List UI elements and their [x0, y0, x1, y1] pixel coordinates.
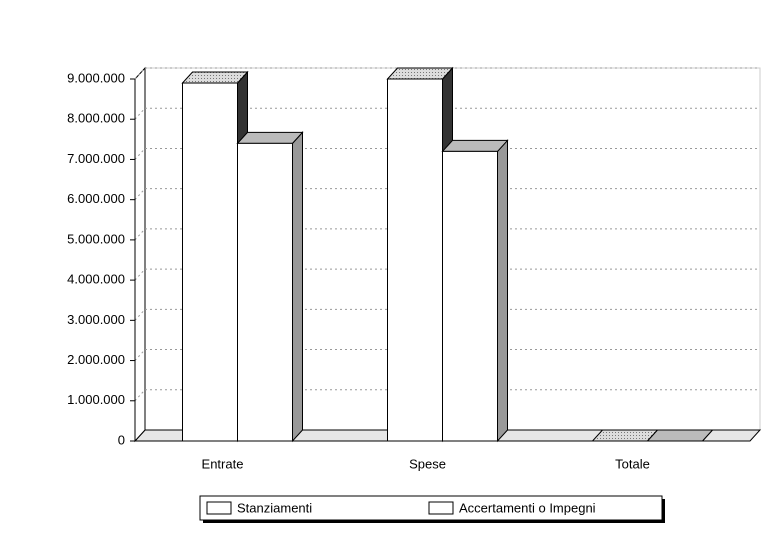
x-tick-label: Entrate	[202, 456, 244, 471]
y-tick-label: 2.000.000	[67, 352, 125, 367]
y-tick-label: 8.000.000	[67, 111, 125, 126]
y-tick-label: 4.000.000	[67, 272, 125, 287]
y-tick-label: 5.000.000	[67, 231, 125, 246]
bar-side	[292, 131, 303, 443]
bar-side	[497, 139, 508, 443]
legend-swatch	[206, 501, 232, 515]
y-tick-label: 0	[118, 432, 125, 447]
bar	[442, 150, 498, 442]
bar	[387, 78, 443, 442]
y-tick-label: 1.000.000	[67, 392, 125, 407]
bar	[182, 82, 238, 442]
y-tick-label: 3.000.000	[67, 312, 125, 327]
bar	[237, 142, 293, 442]
bar-top	[181, 71, 249, 84]
bar-top	[646, 429, 714, 442]
y-tick-label: 7.000.000	[67, 151, 125, 166]
bar-top	[441, 139, 509, 152]
legend: Stanziamenti Accertamenti o Impegni	[199, 495, 665, 523]
bar-top	[386, 67, 454, 80]
legend-swatch	[428, 501, 454, 515]
x-tick-label: Spese	[409, 456, 446, 471]
bar-top	[236, 131, 304, 144]
legend-label: Accertamenti o Impegni	[459, 500, 596, 515]
y-tick-label: 6.000.000	[67, 191, 125, 206]
bar-top	[591, 429, 659, 442]
legend-label: Stanziamenti	[237, 500, 312, 515]
side-wall	[134, 66, 146, 443]
y-tick-label: 9.000.000	[67, 70, 125, 85]
x-tick-label: Totale	[615, 456, 650, 471]
